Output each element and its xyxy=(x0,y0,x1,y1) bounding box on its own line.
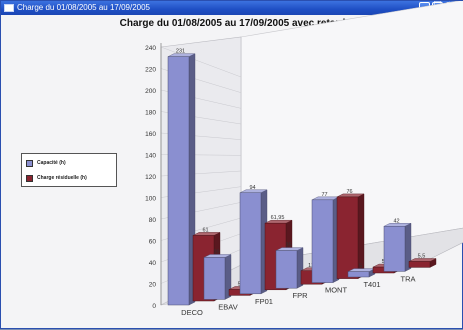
y-tick-label: 100 xyxy=(145,196,156,203)
bar-ebav-capacite xyxy=(203,257,226,300)
bar-mont-capacite xyxy=(311,199,334,283)
data-label-charge-residuelle: 61 xyxy=(202,227,208,233)
x-tick-label: EBAV xyxy=(218,302,237,311)
data-label-capacite: 42 xyxy=(393,218,399,224)
legend-label-capacite: Capacité (h) xyxy=(37,160,66,166)
bar-fp01-capacite xyxy=(239,192,262,295)
x-tick-label: FPR xyxy=(293,291,309,300)
chart-title: Charge du 01/08/2005 au 17/09/2005 avec … xyxy=(119,18,346,29)
legend-swatch-charge-residuelle xyxy=(26,175,33,182)
x-tick-label: T401 xyxy=(363,280,380,289)
bar-tra-capacite xyxy=(383,226,406,272)
data-label-charge-residuelle: 76 xyxy=(346,189,352,195)
data-label-capacite: 35 xyxy=(285,243,291,249)
y-gridline-left xyxy=(160,46,242,78)
y-tick-label: 0 xyxy=(152,303,156,310)
data-label-capacite: 77 xyxy=(321,192,327,198)
y-tick-label: 180 xyxy=(145,110,156,117)
window-app-icon xyxy=(4,4,14,12)
y-tick-label: 140 xyxy=(145,153,156,160)
data-label-capacite: 39 xyxy=(213,249,219,255)
x-tick-label: DECO xyxy=(181,308,203,317)
data-label-capacite: 94 xyxy=(249,185,255,191)
y-tick-label: 60 xyxy=(149,239,157,246)
x-tick-label: MONT xyxy=(325,286,347,295)
data-label-capacite: 5 xyxy=(359,264,362,270)
bar-fpr-capacite xyxy=(275,250,298,289)
y-tick-label: 160 xyxy=(145,131,156,138)
y-tick-label: 40 xyxy=(149,260,157,267)
bar-deco-capacite xyxy=(167,56,190,306)
y-tick-label: 120 xyxy=(145,174,156,181)
y-tick-label: 220 xyxy=(145,67,156,74)
bar-t401-capacite xyxy=(347,271,370,278)
x-tick-label: FP01 xyxy=(255,297,273,306)
data-label-charge-residuelle: 61,95 xyxy=(271,215,285,221)
y-tick-label: 20 xyxy=(149,282,157,289)
window-title: Charge du 01/08/2005 au 17/09/2005 xyxy=(17,3,151,12)
y-tick-label: 200 xyxy=(145,88,156,95)
x-tick-label: TRA xyxy=(401,274,416,283)
bar-tra-charge-residuelle xyxy=(408,261,431,268)
legend-swatch-capacite xyxy=(26,160,33,167)
y-tick-label: 240 xyxy=(145,45,156,52)
data-label-capacite: 231 xyxy=(176,49,185,55)
chart-legend: Capacité (h) Charge résiduelle (h) xyxy=(21,153,117,187)
bar-mont-charge-residuelle xyxy=(336,196,359,279)
legend-label-charge-residuelle: Charge résiduelle (h) xyxy=(37,175,87,181)
y-tick-label: 80 xyxy=(149,217,157,224)
data-label-charge-residuelle: 5,5 xyxy=(418,253,426,259)
